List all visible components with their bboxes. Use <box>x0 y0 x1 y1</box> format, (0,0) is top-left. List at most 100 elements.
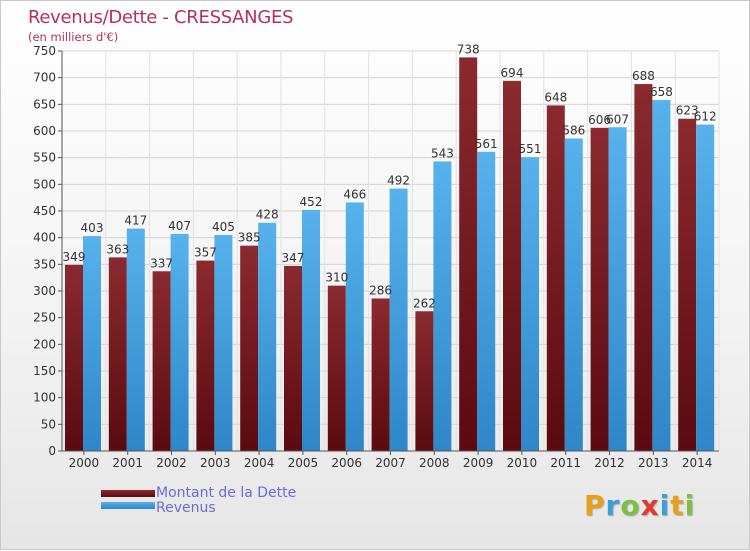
data-label-revenue: 561 <box>475 137 498 151</box>
x-tick-label: 2000 <box>69 456 100 470</box>
data-label-debt: 310 <box>325 271 348 285</box>
bar-debt <box>65 264 83 451</box>
bar-revenue <box>564 138 583 451</box>
data-label-revenue: 428 <box>256 208 279 222</box>
x-tick-label: 2007 <box>375 456 406 470</box>
y-tick-label: 750 <box>33 44 56 58</box>
y-tick-label: 350 <box>33 257 56 271</box>
bar-debt <box>196 260 215 451</box>
y-tick-label: 150 <box>33 364 56 378</box>
bar-debt <box>108 257 127 451</box>
data-label-revenue: 492 <box>387 174 410 188</box>
bar-revenue <box>126 228 145 451</box>
bar-revenue <box>83 236 101 451</box>
bar-debt <box>327 285 346 451</box>
data-label-revenue: 586 <box>562 123 585 137</box>
bars-layer <box>65 57 715 452</box>
legend-swatch-revenue <box>101 502 155 509</box>
data-label-debt: 262 <box>413 296 436 310</box>
bar-revenue <box>389 188 408 451</box>
x-tick-label: 2010 <box>507 456 538 470</box>
data-label-debt: 606 <box>588 113 611 127</box>
x-tick-label: 2005 <box>288 456 319 470</box>
y-tick-label: 700 <box>33 71 56 85</box>
data-label-revenue: 407 <box>168 219 191 233</box>
bar-revenue <box>608 127 627 452</box>
x-tick-label: 2013 <box>638 456 669 470</box>
y-tick-label: 550 <box>33 151 56 165</box>
logo-letter: i <box>684 489 696 522</box>
data-label-debt: 337 <box>150 256 173 270</box>
data-label-revenue: 658 <box>650 85 673 99</box>
data-label-debt: 349 <box>63 250 86 264</box>
bar-debt <box>590 127 609 452</box>
logo-letter: P <box>584 489 606 522</box>
y-tick-label: 450 <box>33 204 56 218</box>
bar-revenue <box>258 222 277 451</box>
logo-letter: r <box>605 489 621 522</box>
data-label-revenue: 466 <box>343 187 366 201</box>
data-label-debt: 357 <box>194 246 217 260</box>
bar-revenue <box>433 161 452 451</box>
x-tick-label: 2008 <box>419 456 450 470</box>
chart-title: Revenus/Dette - CRESSANGES <box>28 7 294 28</box>
logo-letter: i <box>659 489 671 522</box>
data-label-revenue: 612 <box>694 110 717 124</box>
y-tick-label: 300 <box>33 284 56 298</box>
logo-letter: t <box>670 489 685 522</box>
y-tick-label: 600 <box>33 124 56 138</box>
logo-letter: x <box>640 489 660 522</box>
data-label-revenue: 607 <box>606 112 629 126</box>
bar-debt <box>415 311 434 451</box>
x-tick-label: 2003 <box>200 456 231 470</box>
y-tick-label: 50 <box>41 417 56 431</box>
x-tick-label: 2002 <box>156 456 187 470</box>
bar-debt <box>284 265 302 451</box>
x-tick-label: 2001 <box>112 456 143 470</box>
y-tick-label: 250 <box>33 311 56 325</box>
y-tick-label: 200 <box>33 337 56 351</box>
axis-layer: 0 50 100 150 200 250 300 350 400 450 500 550 600 650 7… <box>33 44 719 470</box>
legend-swatch-debt <box>101 490 155 497</box>
data-label-debt: 688 <box>632 69 655 83</box>
data-label-revenue: 551 <box>519 142 542 156</box>
x-tick-label: 2006 <box>331 456 362 470</box>
bar-debt <box>503 80 521 451</box>
y-tick-label: 0 <box>48 444 56 458</box>
bar-revenue <box>302 209 320 451</box>
data-label-debt: 623 <box>676 104 699 118</box>
bar-revenue <box>477 151 496 452</box>
bar-debt <box>546 105 565 452</box>
bar-revenue <box>696 124 715 451</box>
bar-debt <box>678 118 697 451</box>
y-tick-label: 650 <box>33 97 56 111</box>
bar-debt <box>240 245 259 451</box>
data-label-revenue: 405 <box>212 220 235 234</box>
x-tick-label: 2014 <box>682 456 713 470</box>
y-tick-label: 400 <box>33 231 56 245</box>
bar-revenue <box>345 202 364 451</box>
x-tick-label: 2012 <box>594 456 625 470</box>
data-label-debt: 738 <box>457 42 480 56</box>
logo-letter: o <box>620 489 641 522</box>
legend-label-revenue: Revenus <box>156 500 216 516</box>
data-label-revenue: 403 <box>81 221 104 235</box>
data-label-debt: 347 <box>282 251 305 265</box>
bar-revenue <box>521 157 539 451</box>
proxiti-logo: Proxiti <box>584 489 695 522</box>
data-label-debt: 363 <box>106 242 129 256</box>
legend-label-debt: Montant de la Dette <box>156 485 297 501</box>
bar-revenue <box>214 235 233 451</box>
data-label-revenue: 417 <box>124 214 147 228</box>
x-tick-label: 2009 <box>463 456 494 470</box>
bar-debt <box>634 84 653 452</box>
data-label-revenue: 452 <box>300 195 323 209</box>
data-label-debt: 648 <box>544 90 567 104</box>
bar-revenue <box>170 233 189 451</box>
y-tick-label: 100 <box>33 391 56 405</box>
x-tick-label: 2011 <box>550 456 581 470</box>
bar-debt <box>371 298 390 451</box>
